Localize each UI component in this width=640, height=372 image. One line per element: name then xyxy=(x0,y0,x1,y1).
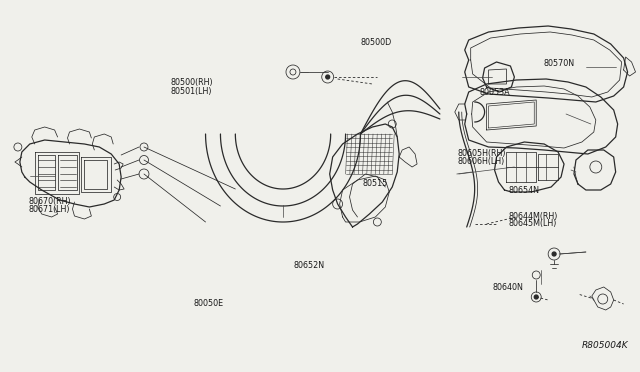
Text: 80501(LH): 80501(LH) xyxy=(170,87,212,96)
Text: 80671(LH): 80671(LH) xyxy=(29,205,70,214)
Text: 80515: 80515 xyxy=(362,179,387,187)
Text: 80644M(RH): 80644M(RH) xyxy=(508,212,558,221)
Text: 80645M(LH): 80645M(LH) xyxy=(508,219,557,228)
Text: 80606H(LH): 80606H(LH) xyxy=(458,157,505,166)
Circle shape xyxy=(326,75,330,79)
Text: 80605H(RH): 80605H(RH) xyxy=(458,149,506,158)
Text: 80570N: 80570N xyxy=(543,59,575,68)
Text: 80050E: 80050E xyxy=(194,299,224,308)
Text: 80500D: 80500D xyxy=(361,38,392,47)
Text: 80640N: 80640N xyxy=(493,283,524,292)
Circle shape xyxy=(552,252,556,256)
Text: R805004K: R805004K xyxy=(582,341,628,350)
Text: 80500(RH): 80500(RH) xyxy=(170,78,213,87)
Text: 80654N: 80654N xyxy=(508,186,540,195)
Text: 80652N: 80652N xyxy=(294,262,324,270)
Circle shape xyxy=(534,295,538,299)
Text: 80053A: 80053A xyxy=(480,88,511,97)
Text: 80670(RH): 80670(RH) xyxy=(29,197,71,206)
